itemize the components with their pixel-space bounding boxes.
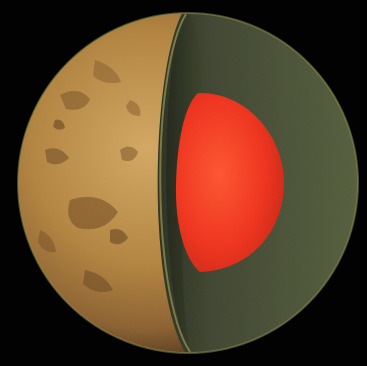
texture-overlay bbox=[18, 13, 358, 353]
